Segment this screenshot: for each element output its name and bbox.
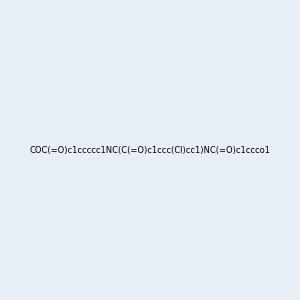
Text: COC(=O)c1ccccc1NC(C(=O)c1ccc(Cl)cc1)NC(=O)c1ccco1: COC(=O)c1ccccc1NC(C(=O)c1ccc(Cl)cc1)NC(=…: [29, 146, 271, 154]
